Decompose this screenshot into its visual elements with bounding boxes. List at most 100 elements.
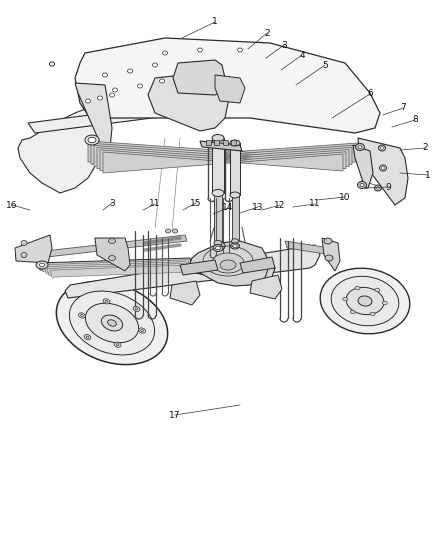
Ellipse shape xyxy=(370,312,375,316)
Ellipse shape xyxy=(127,69,133,73)
Ellipse shape xyxy=(381,167,385,169)
Ellipse shape xyxy=(374,185,381,191)
Ellipse shape xyxy=(212,134,224,141)
Ellipse shape xyxy=(173,229,177,233)
Text: 3: 3 xyxy=(109,198,115,207)
Polygon shape xyxy=(182,253,275,285)
Ellipse shape xyxy=(346,287,384,314)
Ellipse shape xyxy=(85,99,91,103)
Ellipse shape xyxy=(101,315,123,331)
Ellipse shape xyxy=(133,306,140,311)
Text: 5: 5 xyxy=(322,61,328,69)
Polygon shape xyxy=(75,38,380,133)
Text: 14: 14 xyxy=(223,204,234,213)
Ellipse shape xyxy=(215,246,220,250)
Polygon shape xyxy=(190,241,270,286)
Ellipse shape xyxy=(39,263,45,266)
Ellipse shape xyxy=(109,238,116,244)
Polygon shape xyxy=(353,145,373,188)
Polygon shape xyxy=(91,143,355,164)
Ellipse shape xyxy=(113,88,117,92)
Text: 16: 16 xyxy=(6,200,18,209)
Polygon shape xyxy=(44,262,188,273)
Polygon shape xyxy=(65,245,320,298)
Polygon shape xyxy=(88,141,358,162)
Text: 11: 11 xyxy=(149,199,161,208)
Ellipse shape xyxy=(230,243,240,249)
Ellipse shape xyxy=(357,182,367,189)
Ellipse shape xyxy=(378,145,385,151)
Ellipse shape xyxy=(78,313,85,318)
Ellipse shape xyxy=(162,51,167,55)
Polygon shape xyxy=(28,98,230,133)
Ellipse shape xyxy=(237,48,243,52)
Text: 2: 2 xyxy=(422,143,428,152)
Polygon shape xyxy=(38,258,192,270)
Polygon shape xyxy=(95,238,130,271)
Polygon shape xyxy=(215,75,245,103)
Ellipse shape xyxy=(324,238,332,244)
Polygon shape xyxy=(94,146,352,166)
Text: 4: 4 xyxy=(299,51,305,60)
Text: 6: 6 xyxy=(367,90,373,99)
Ellipse shape xyxy=(139,328,145,333)
Ellipse shape xyxy=(88,138,96,143)
Ellipse shape xyxy=(141,329,144,332)
Ellipse shape xyxy=(381,147,384,149)
Ellipse shape xyxy=(331,276,399,326)
Polygon shape xyxy=(358,138,408,205)
Polygon shape xyxy=(200,141,242,151)
Ellipse shape xyxy=(110,93,114,97)
Polygon shape xyxy=(148,73,230,131)
Ellipse shape xyxy=(98,96,102,100)
Bar xyxy=(230,143,240,195)
Ellipse shape xyxy=(232,239,239,243)
Polygon shape xyxy=(45,235,187,257)
Ellipse shape xyxy=(116,344,119,346)
Polygon shape xyxy=(322,238,340,271)
Polygon shape xyxy=(285,241,332,255)
Ellipse shape xyxy=(114,342,121,348)
Ellipse shape xyxy=(230,140,240,146)
Ellipse shape xyxy=(84,335,91,340)
Bar xyxy=(230,140,236,145)
Ellipse shape xyxy=(36,261,48,269)
Bar xyxy=(212,138,224,193)
Ellipse shape xyxy=(355,286,360,290)
Polygon shape xyxy=(41,260,190,272)
Ellipse shape xyxy=(198,48,202,52)
Bar xyxy=(205,140,211,145)
Polygon shape xyxy=(15,235,52,263)
Ellipse shape xyxy=(375,288,380,292)
Ellipse shape xyxy=(81,314,83,317)
Polygon shape xyxy=(47,263,186,276)
Ellipse shape xyxy=(212,253,244,273)
Ellipse shape xyxy=(350,310,355,314)
Ellipse shape xyxy=(159,79,165,83)
Polygon shape xyxy=(100,150,346,171)
Polygon shape xyxy=(173,60,225,95)
Ellipse shape xyxy=(379,165,386,171)
Text: 7: 7 xyxy=(400,103,406,112)
Text: 2: 2 xyxy=(264,28,270,37)
Ellipse shape xyxy=(233,245,237,247)
Ellipse shape xyxy=(21,240,27,246)
Ellipse shape xyxy=(358,146,362,149)
Polygon shape xyxy=(97,148,349,168)
Bar xyxy=(213,140,219,145)
Ellipse shape xyxy=(85,303,138,343)
Polygon shape xyxy=(250,275,282,299)
Ellipse shape xyxy=(343,297,348,301)
Ellipse shape xyxy=(360,183,364,187)
Polygon shape xyxy=(103,152,343,173)
Text: 1: 1 xyxy=(425,171,431,180)
Ellipse shape xyxy=(358,296,372,306)
Ellipse shape xyxy=(220,260,236,270)
Ellipse shape xyxy=(21,253,27,257)
Ellipse shape xyxy=(108,320,117,326)
Text: 12: 12 xyxy=(274,200,286,209)
Ellipse shape xyxy=(356,143,364,150)
Text: 8: 8 xyxy=(412,116,418,125)
Ellipse shape xyxy=(382,301,387,305)
Text: 1: 1 xyxy=(212,18,218,27)
